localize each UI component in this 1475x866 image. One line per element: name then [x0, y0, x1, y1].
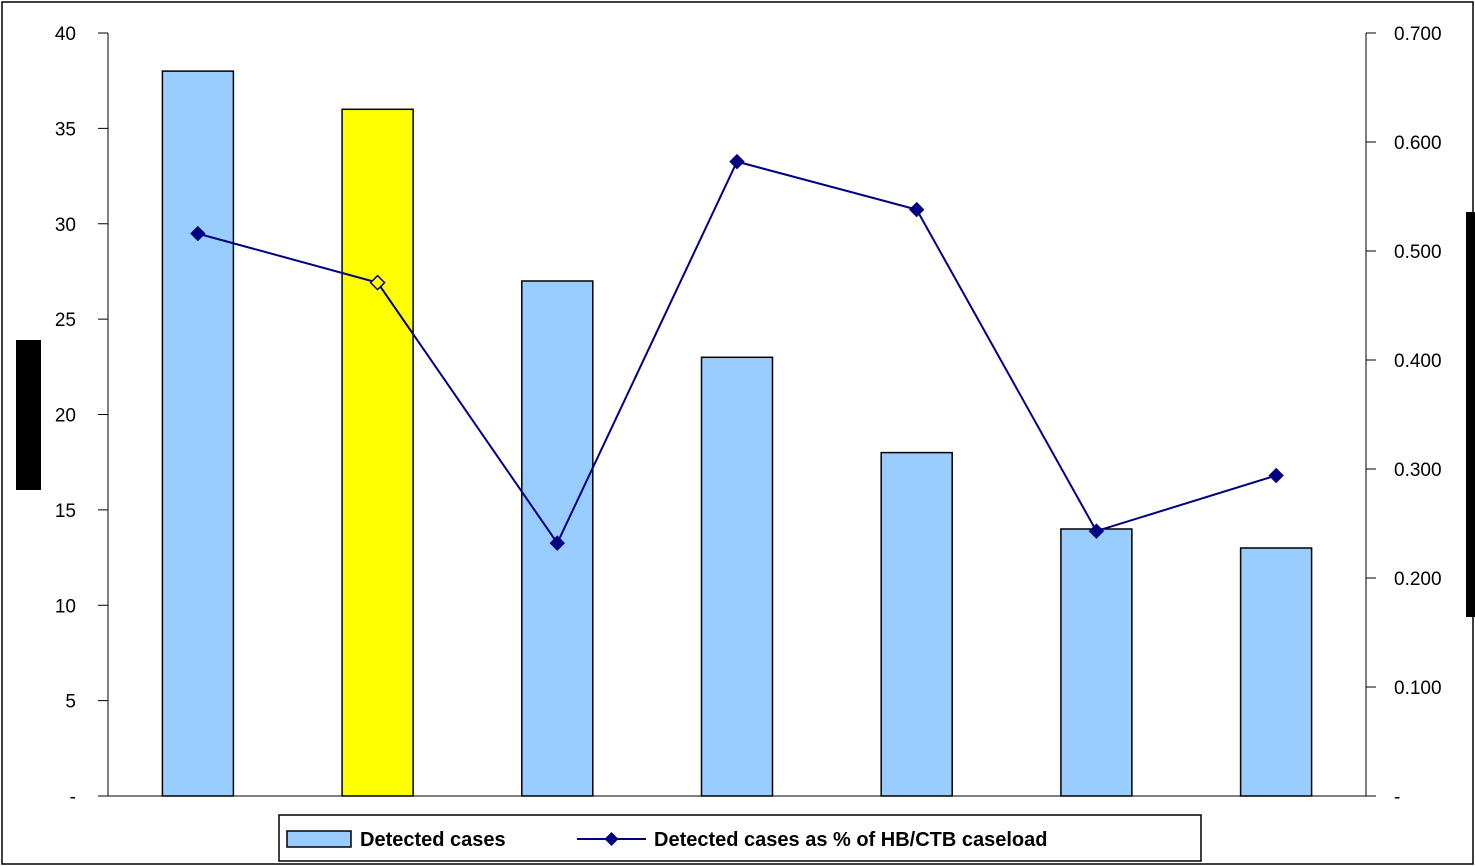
left-tick-label-6: 30 — [55, 215, 76, 236]
line-point-6 — [1088, 523, 1105, 539]
bar-7 — [1239, 547, 1313, 797]
legend-line-label: Detected cases as % of HB/CTB caseload — [654, 829, 1048, 851]
bar-4 — [700, 356, 774, 797]
axes-layer: - 5 10 15 20 25 30 35 40 - 0.100 0.200 0.300 0.400 0.5… — [55, 24, 1442, 808]
left-tick-label-0: - — [70, 787, 76, 808]
line-point-7 — [1268, 467, 1284, 484]
line-point-3 — [549, 535, 565, 551]
left-tick-label-3: 15 — [55, 501, 76, 522]
line-point-5 — [909, 201, 925, 218]
right-tick-label-4: 0.400 — [1394, 351, 1442, 372]
left-tick-label-1: 5 — [65, 692, 76, 713]
legend-bar-label: Detected cases — [360, 829, 506, 851]
right-tick-label-2: 0.200 — [1394, 569, 1442, 590]
right-tick-label-3: 0.300 — [1394, 460, 1442, 481]
bar-5 — [880, 451, 953, 797]
legend-box — [278, 814, 1202, 862]
left-tick-label-4: 20 — [55, 406, 76, 427]
right-tick-label-7: 0.700 — [1394, 24, 1442, 45]
right-tick-label-6: 0.600 — [1394, 133, 1442, 154]
left-tick-label-7: 35 — [55, 119, 76, 140]
right-tick-label-1: 0.100 — [1394, 678, 1442, 699]
left-tick-label-8: 40 — [55, 24, 76, 45]
bar-2 — [341, 108, 414, 797]
bars-layer — [161, 70, 1313, 797]
line-point-1 — [190, 225, 206, 242]
line-point-2 — [369, 274, 386, 291]
right-axis-title-block — [1466, 212, 1475, 617]
line-point-4 — [729, 153, 745, 170]
right-tick-label-0: - — [1394, 787, 1400, 808]
left-tick-label-2: 10 — [55, 596, 76, 617]
left-axis-title-block — [16, 340, 41, 490]
legend-line-marker — [604, 832, 619, 846]
bar-1 — [161, 70, 235, 797]
bar-6 — [1060, 528, 1133, 797]
line-layer — [190, 153, 1284, 551]
legend: Detected cases Detected cases as % of HB… — [278, 814, 1202, 862]
left-tick-label-5: 25 — [55, 310, 76, 331]
legend-bar-swatch — [286, 830, 352, 848]
right-tick-label-5: 0.500 — [1394, 242, 1442, 263]
